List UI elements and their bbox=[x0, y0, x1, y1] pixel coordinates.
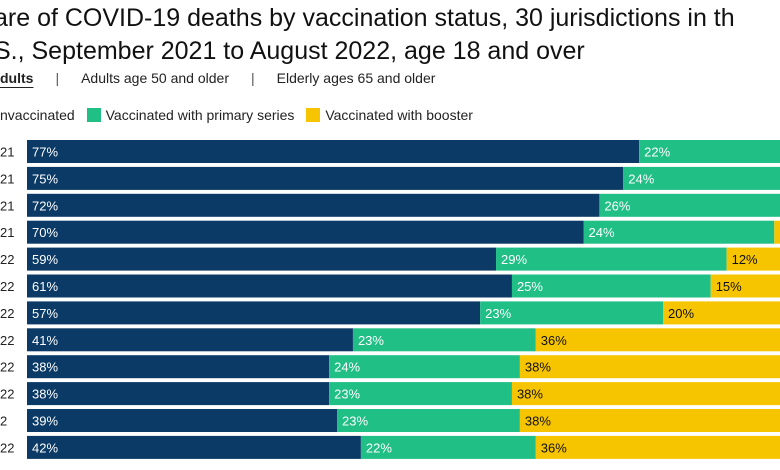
row-label: 2 bbox=[0, 414, 7, 429]
tab-adults[interactable]: dults bbox=[0, 70, 34, 86]
age-group-tabs: dults | Adults age 50 and older | Elderly ag… bbox=[0, 70, 435, 86]
data-label-primary-series: 29% bbox=[501, 252, 527, 267]
tab-adults-50-and-older[interactable]: Adults age 50 and older bbox=[81, 70, 229, 86]
bar-segment-unvaccinated[interactable] bbox=[27, 301, 481, 325]
bar-segment-booster[interactable] bbox=[535, 435, 780, 459]
bar-segment-primary-series[interactable] bbox=[639, 140, 780, 163]
bar-segment-unvaccinated[interactable] bbox=[27, 409, 338, 432]
legend-swatch-primary-series bbox=[86, 108, 101, 122]
row-label: 21 bbox=[0, 198, 14, 213]
data-label-unvaccinated: 61% bbox=[32, 279, 58, 294]
data-label-booster: 38% bbox=[525, 360, 551, 375]
row-label: 21 bbox=[0, 171, 14, 186]
data-label-primary-series: 23% bbox=[485, 306, 511, 321]
bar-segment-booster[interactable] bbox=[519, 355, 780, 379]
row-label: 21 bbox=[0, 225, 14, 240]
bar-segment-booster[interactable] bbox=[519, 409, 780, 432]
row-label: 22 bbox=[0, 306, 14, 321]
data-label-booster: 36% bbox=[541, 440, 567, 455]
data-label-primary-series: 24% bbox=[628, 171, 654, 186]
row-label: 22 bbox=[0, 333, 14, 348]
bar-segment-primary-series[interactable] bbox=[480, 301, 663, 325]
tab-separator: | bbox=[55, 70, 60, 86]
bar-segment-primary-series[interactable] bbox=[329, 382, 512, 406]
bar-segment-unvaccinated[interactable] bbox=[27, 193, 600, 217]
data-label-primary-series: 23% bbox=[358, 333, 384, 348]
row-label: 22 bbox=[0, 360, 14, 375]
bar-segment-booster[interactable] bbox=[663, 301, 780, 325]
data-label-primary-series: 23% bbox=[342, 414, 368, 429]
legend-label-unvaccinated: nvaccinated bbox=[0, 107, 75, 123]
bar-segment-unvaccinated[interactable] bbox=[27, 274, 512, 298]
row-label: 21 bbox=[0, 145, 14, 160]
row-label: 22 bbox=[0, 279, 14, 294]
row-label: 22 bbox=[0, 387, 14, 402]
tab-separator: | bbox=[250, 70, 255, 86]
bar-segment-primary-series[interactable] bbox=[352, 328, 536, 352]
bar-segment-primary-series[interactable] bbox=[599, 193, 780, 217]
legend-item-booster: Vaccinated with booster bbox=[306, 107, 473, 123]
data-label-booster: 12% bbox=[732, 252, 758, 267]
bar-segment-unvaccinated[interactable] bbox=[27, 382, 330, 406]
data-label-booster: 36% bbox=[541, 333, 567, 348]
bar-segment-unvaccinated[interactable] bbox=[27, 220, 584, 244]
bar-segment-unvaccinated[interactable] bbox=[27, 140, 640, 163]
bar-segment-unvaccinated[interactable] bbox=[27, 166, 624, 190]
legend-item-unvaccinated: nvaccinated bbox=[0, 107, 75, 123]
data-label-unvaccinated: 38% bbox=[32, 360, 58, 375]
bar-segment-primary-series[interactable] bbox=[583, 220, 775, 244]
legend-swatch-booster bbox=[306, 108, 321, 122]
legend-label-booster: Vaccinated with booster bbox=[325, 107, 473, 123]
data-label-unvaccinated: 38% bbox=[32, 387, 58, 402]
bar-segment-primary-series[interactable] bbox=[623, 166, 780, 190]
bar-segment-unvaccinated[interactable] bbox=[27, 355, 330, 379]
data-label-primary-series: 24% bbox=[334, 360, 360, 375]
bar-segment-booster[interactable] bbox=[511, 382, 780, 406]
data-label-primary-series: 26% bbox=[604, 198, 630, 213]
data-label-booster: 38% bbox=[517, 387, 543, 402]
data-label-unvaccinated: 70% bbox=[32, 225, 58, 240]
bar-segment-unvaccinated[interactable] bbox=[27, 328, 353, 352]
data-label-unvaccinated: 75% bbox=[32, 171, 58, 186]
row-label: 22 bbox=[0, 440, 14, 455]
data-label-booster: 38% bbox=[525, 414, 551, 429]
data-label-unvaccinated: 41% bbox=[32, 333, 58, 348]
legend-label-primary-series: Vaccinated with primary series bbox=[105, 107, 295, 123]
data-label-primary-series: 22% bbox=[366, 440, 392, 455]
data-label-primary-series: 24% bbox=[589, 225, 615, 240]
bar-segment-primary-series[interactable] bbox=[360, 435, 536, 459]
data-label-unvaccinated: 59% bbox=[32, 252, 58, 267]
bar-segment-booster[interactable] bbox=[710, 274, 780, 298]
chart-title-line-1: are of COVID-19 deaths by vaccination st… bbox=[0, 4, 735, 32]
legend-item-primary-series: Vaccinated with primary series bbox=[86, 107, 295, 123]
bar-segment-primary-series[interactable] bbox=[511, 274, 711, 298]
bar-segment-primary-series[interactable] bbox=[337, 409, 520, 432]
bar-segment-primary-series[interactable] bbox=[329, 355, 520, 379]
tab-elderly-65-and-older[interactable]: Elderly ages 65 and older bbox=[276, 70, 436, 86]
data-label-unvaccinated: 42% bbox=[32, 440, 58, 455]
data-label-primary-series: 22% bbox=[644, 145, 670, 160]
row-label: 22 bbox=[0, 252, 14, 267]
bar-segment-booster[interactable] bbox=[774, 220, 780, 244]
bar-segment-unvaccinated[interactable] bbox=[27, 435, 361, 459]
chart-title: are of COVID-19 deaths by vaccination st… bbox=[0, 2, 780, 68]
data-label-unvaccinated: 39% bbox=[32, 414, 58, 429]
data-label-primary-series: 23% bbox=[334, 387, 360, 402]
bar-segment-booster[interactable] bbox=[726, 247, 780, 271]
data-label-unvaccinated: 57% bbox=[32, 306, 58, 321]
bar-segment-primary-series[interactable] bbox=[496, 247, 727, 271]
bar-segment-booster[interactable] bbox=[535, 328, 780, 352]
data-label-unvaccinated: 72% bbox=[32, 198, 58, 213]
data-label-booster: 15% bbox=[716, 279, 742, 294]
data-label-booster: 20% bbox=[668, 306, 694, 321]
chart-title-line-2: S., September 2021 to August 2022, age 1… bbox=[0, 37, 585, 65]
data-label-primary-series: 25% bbox=[517, 279, 543, 294]
bar-segment-unvaccinated[interactable] bbox=[27, 247, 497, 271]
data-label-unvaccinated: 77% bbox=[32, 145, 58, 160]
chart-legend: nvaccinated Vaccinated with primary seri… bbox=[0, 107, 481, 123]
